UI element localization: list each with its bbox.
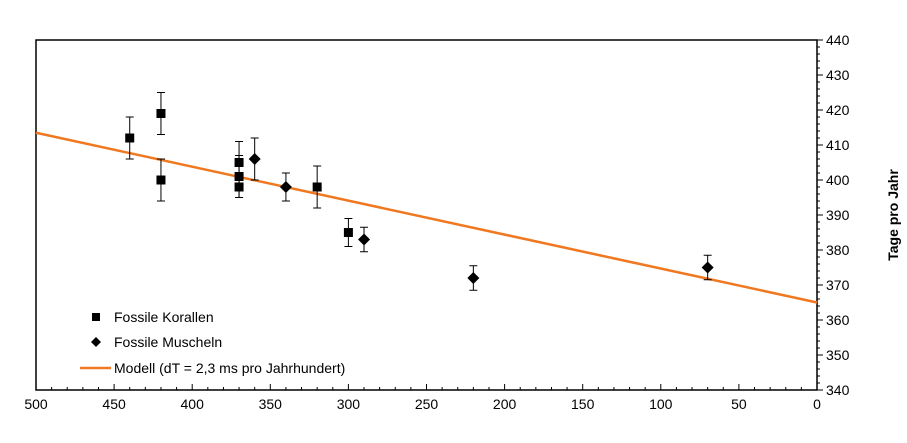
- y-tick-label: 440: [826, 32, 850, 48]
- y-tick-label: 430: [826, 67, 850, 83]
- y-axis: 340 350 360 370 380 390 400 410 420 430 440: [817, 32, 850, 398]
- x-tick-label: 200: [493, 396, 517, 412]
- x-tick-label: 450: [102, 396, 126, 412]
- data-point-diamond: [248, 153, 261, 165]
- x-tick-label: 0: [813, 396, 821, 412]
- legend-label-modell: Modell (dT = 2,3 ms pro Jahrhundert): [114, 360, 345, 376]
- data-point-square: [234, 182, 244, 192]
- x-tick-label: 100: [649, 396, 673, 412]
- legend-marker-muscheln: [91, 337, 101, 347]
- y-tick-label: 360: [826, 312, 850, 328]
- model-line-layer: [35, 131, 818, 304]
- data-point-diamond: [279, 181, 292, 193]
- x-tick-label: 500: [24, 396, 48, 412]
- data-point-diamond: [467, 272, 480, 284]
- model-line: [35, 131, 818, 304]
- data-point-square: [343, 228, 353, 237]
- x-axis: 500 450 400 350 300 250 200 150 100 50 0: [24, 384, 821, 412]
- data-point-diamond: [358, 233, 371, 246]
- legend-label-korallen: Fossile Korallen: [114, 309, 214, 325]
- data-point-square: [156, 175, 166, 185]
- y-axis-title: Tage pro Jahr: [885, 169, 901, 261]
- y-tick-label: 390: [826, 207, 850, 223]
- data-point-diamond: [701, 261, 714, 274]
- legend-marker-korallen: [92, 313, 100, 321]
- x-tick-label: 300: [337, 396, 361, 412]
- legend-label-muscheln: Fossile Muscheln: [114, 334, 222, 350]
- y-tick-label: 400: [826, 172, 850, 188]
- x-tick-label: 250: [415, 396, 439, 412]
- y-tick-label: 410: [826, 137, 850, 153]
- y-tick-label: 370: [826, 277, 850, 293]
- data-point-square: [125, 133, 135, 143]
- y-tick-label: 420: [826, 102, 850, 118]
- data-point-square: [156, 109, 166, 118]
- y-tick-label: 350: [826, 347, 850, 363]
- plot-area-frame: [35, 39, 818, 391]
- x-tick-label: 150: [571, 396, 595, 412]
- x-tick-label: 350: [259, 396, 283, 412]
- y-tick-label: 340: [826, 382, 850, 398]
- data-point-square: [312, 182, 322, 192]
- legend: Fossile Korallen Fossile Muscheln Modell…: [80, 309, 345, 376]
- data-points-layer: [125, 92, 714, 291]
- y-tick-label: 380: [826, 242, 850, 258]
- x-tick-label: 50: [731, 396, 747, 412]
- x-tick-label: 400: [181, 396, 205, 412]
